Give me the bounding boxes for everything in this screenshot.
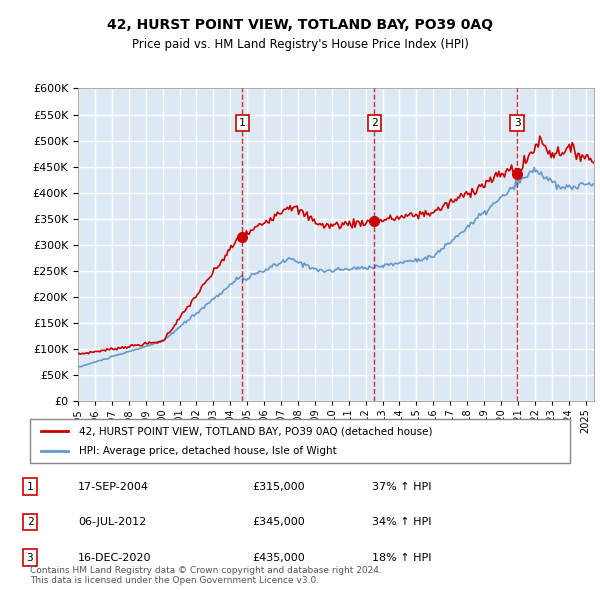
Text: 06-JUL-2012: 06-JUL-2012 xyxy=(78,517,146,527)
Text: HPI: Average price, detached house, Isle of Wight: HPI: Average price, detached house, Isle… xyxy=(79,446,337,455)
Text: 42, HURST POINT VIEW, TOTLAND BAY, PO39 0AQ (detached house): 42, HURST POINT VIEW, TOTLAND BAY, PO39 … xyxy=(79,427,432,436)
Text: 1: 1 xyxy=(26,482,34,491)
Text: 18% ↑ HPI: 18% ↑ HPI xyxy=(372,553,431,562)
Text: Contains HM Land Registry data © Crown copyright and database right 2024.
This d: Contains HM Land Registry data © Crown c… xyxy=(30,566,382,585)
Text: 2: 2 xyxy=(26,517,34,527)
Text: 1: 1 xyxy=(239,118,246,128)
Text: 37% ↑ HPI: 37% ↑ HPI xyxy=(372,482,431,491)
Text: Price paid vs. HM Land Registry's House Price Index (HPI): Price paid vs. HM Land Registry's House … xyxy=(131,38,469,51)
Text: 3: 3 xyxy=(514,118,521,128)
Text: 3: 3 xyxy=(26,553,34,562)
Text: 17-SEP-2004: 17-SEP-2004 xyxy=(78,482,149,491)
FancyBboxPatch shape xyxy=(30,419,570,463)
Text: 2: 2 xyxy=(371,118,377,128)
Text: £315,000: £315,000 xyxy=(252,482,305,491)
Text: £345,000: £345,000 xyxy=(252,517,305,527)
Text: 42, HURST POINT VIEW, TOTLAND BAY, PO39 0AQ: 42, HURST POINT VIEW, TOTLAND BAY, PO39 … xyxy=(107,18,493,32)
Text: 16-DEC-2020: 16-DEC-2020 xyxy=(78,553,151,562)
Text: 34% ↑ HPI: 34% ↑ HPI xyxy=(372,517,431,527)
Text: £435,000: £435,000 xyxy=(252,553,305,562)
